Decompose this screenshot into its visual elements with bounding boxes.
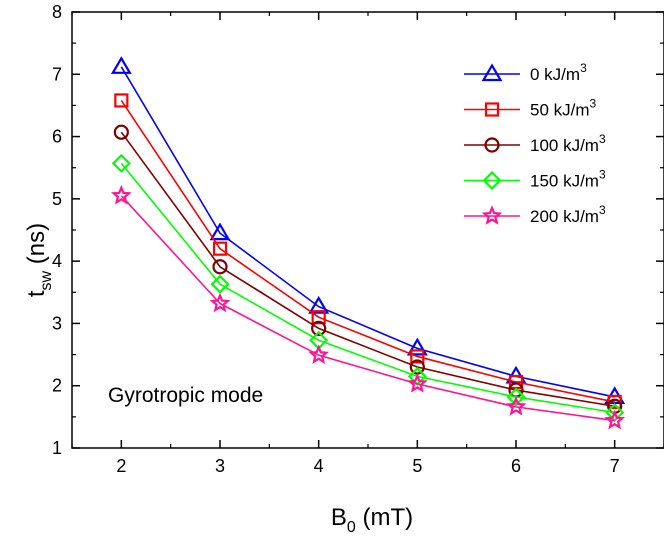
legend-label-sup: 3 xyxy=(599,168,606,182)
legend-label: 50 kJ/m3 xyxy=(530,97,597,120)
data-point xyxy=(410,349,425,364)
data-point xyxy=(210,274,230,294)
series-3 xyxy=(111,153,625,423)
data-point xyxy=(505,396,527,416)
x-tick-label: 7 xyxy=(610,456,620,476)
series-line xyxy=(120,131,615,408)
data-point xyxy=(311,310,326,325)
series-4 xyxy=(110,184,626,430)
legend-label-text: 100 kJ/m xyxy=(530,136,599,155)
y-tick-label: 1 xyxy=(52,438,62,458)
legend-marker xyxy=(482,170,502,191)
data-point xyxy=(311,320,327,337)
x-axis-title: B0 (mT) xyxy=(331,504,413,536)
data-point xyxy=(110,56,132,74)
x-tick-label: 5 xyxy=(412,456,422,476)
data-point xyxy=(604,409,626,430)
legend-item: 50 kJ/m3 xyxy=(464,97,597,120)
legend-label-sup: 3 xyxy=(590,97,597,111)
y-tick-label: 7 xyxy=(52,64,62,84)
series-2 xyxy=(113,124,623,414)
y-tick-label: 8 xyxy=(52,2,62,22)
legend-marker xyxy=(481,63,503,82)
data-point xyxy=(114,93,129,108)
legend-marker xyxy=(481,205,503,225)
y-tick-label: 6 xyxy=(52,127,62,147)
x-axis-title-main: B xyxy=(331,504,347,531)
legend-label-sup: 3 xyxy=(580,61,587,75)
x-tick-label: 2 xyxy=(116,456,126,476)
legend-label: 200 kJ/m3 xyxy=(530,203,606,226)
y-axis-title: tsw (ns) xyxy=(23,223,55,297)
tick-labels: 2 3 4 5 6 7 1 2 3 4 5 6 7 8 xyxy=(52,2,620,476)
legend-label-sup: 3 xyxy=(599,203,606,217)
legend-item: 0 kJ/m3 xyxy=(464,61,587,84)
data-point xyxy=(406,337,428,356)
legend-label-text: 0 kJ/m xyxy=(530,65,580,84)
legend-item: 200 kJ/m3 xyxy=(464,203,606,226)
y-axis-title-main: t xyxy=(23,290,50,297)
data-point xyxy=(209,292,231,313)
y-tick-label: 4 xyxy=(52,251,62,271)
annotation-text: Gyrotropic mode xyxy=(108,384,263,407)
legend-label-sup: 3 xyxy=(599,132,606,146)
data-point xyxy=(308,344,330,364)
y-tick-label: 5 xyxy=(52,189,62,209)
legend-marker xyxy=(484,137,500,153)
legend-label-text: 200 kJ/m xyxy=(530,207,599,226)
y-tick-label: 3 xyxy=(52,313,62,333)
x-axis-title-tail: (mT) xyxy=(356,504,413,531)
data-point xyxy=(506,387,526,407)
series-line xyxy=(120,100,615,403)
series-line xyxy=(120,162,615,414)
data-point xyxy=(406,372,428,393)
series-line xyxy=(120,195,615,422)
data-point xyxy=(111,153,131,173)
series-1 xyxy=(114,93,622,410)
y-axis-title-sub: sw xyxy=(38,270,55,290)
legend-label: 0 kJ/m3 xyxy=(530,61,587,84)
data-point xyxy=(110,184,132,205)
plot-frame xyxy=(71,11,664,449)
data-point xyxy=(212,259,228,275)
legend-label-text: 50 kJ/m xyxy=(530,101,590,120)
legend-marker xyxy=(484,102,500,117)
data-point xyxy=(209,222,231,241)
x-axis-title-sub: 0 xyxy=(347,519,356,536)
legend-label: 150 kJ/m3 xyxy=(530,168,606,191)
data-point xyxy=(212,241,228,256)
data-point xyxy=(113,124,129,140)
y-tick-label: 2 xyxy=(52,376,62,396)
legend-item: 100 kJ/m3 xyxy=(464,132,606,155)
y-axis-title-tail: (ns) xyxy=(23,223,50,271)
series-layer xyxy=(110,56,626,430)
legend-label-text: 150 kJ/m xyxy=(530,172,599,191)
x-tick-label: 3 xyxy=(215,456,225,476)
legend-item: 150 kJ/m3 xyxy=(464,168,606,191)
x-tick-label: 6 xyxy=(511,456,521,476)
legend-label: 100 kJ/m3 xyxy=(530,132,606,155)
x-tick-label: 4 xyxy=(314,456,324,476)
data-point xyxy=(308,295,330,314)
series-line xyxy=(120,66,615,398)
